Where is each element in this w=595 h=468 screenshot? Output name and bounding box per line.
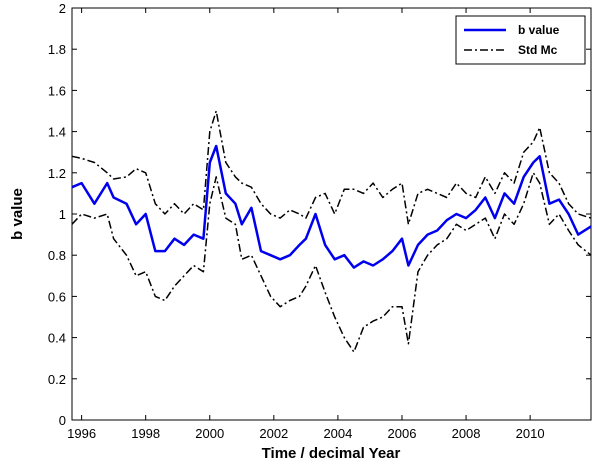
x-tick-label: 1998 [131, 426, 160, 441]
x-axis-title: Time / decimal Year [262, 445, 401, 462]
y-tick-label: 0.4 [48, 331, 66, 346]
y-axis-ticks: 0 0.2 0.4 0.6 0.8 1 1.2 1.4 1.6 1.8 2 [48, 1, 591, 428]
x-axis-ticks: 1996 1998 2000 2002 2004 2006 2008 2010 [67, 8, 545, 441]
y-tick-label: 0.6 [48, 289, 66, 304]
series-layer [71, 110, 592, 353]
y-tick-label: 1.8 [48, 42, 66, 57]
series-line-std-mc-lower [71, 172, 592, 353]
y-tick-label: 0 [59, 413, 66, 428]
y-tick-label: 1.6 [48, 83, 66, 98]
x-tick-label: 2010 [516, 426, 545, 441]
legend-label-std-mc: Std Mc [518, 43, 558, 57]
x-tick-label: 2008 [452, 426, 481, 441]
y-tick-label: 1.4 [48, 125, 66, 140]
x-tick-label: 2004 [323, 426, 352, 441]
x-tick-label: 2002 [259, 426, 288, 441]
y-tick-label: 0.8 [48, 248, 66, 263]
y-tick-label: 0.2 [48, 372, 66, 387]
y-tick-label: 1.2 [48, 166, 66, 181]
x-tick-label: 2006 [388, 426, 417, 441]
y-axis-title: b value [9, 188, 26, 240]
plot-area [71, 7, 592, 421]
legend-box [455, 15, 586, 65]
series-line-std-mc-upper [71, 110, 592, 226]
y-tick-label: 2 [59, 1, 66, 16]
legend-label-b-value: b value [518, 23, 560, 37]
x-tick-label: 1996 [67, 426, 96, 441]
series-line-b-value [71, 144, 592, 269]
y-tick-label: 1 [59, 207, 66, 222]
legend: b value Std Mc [455, 15, 586, 65]
x-tick-label: 2000 [195, 426, 224, 441]
